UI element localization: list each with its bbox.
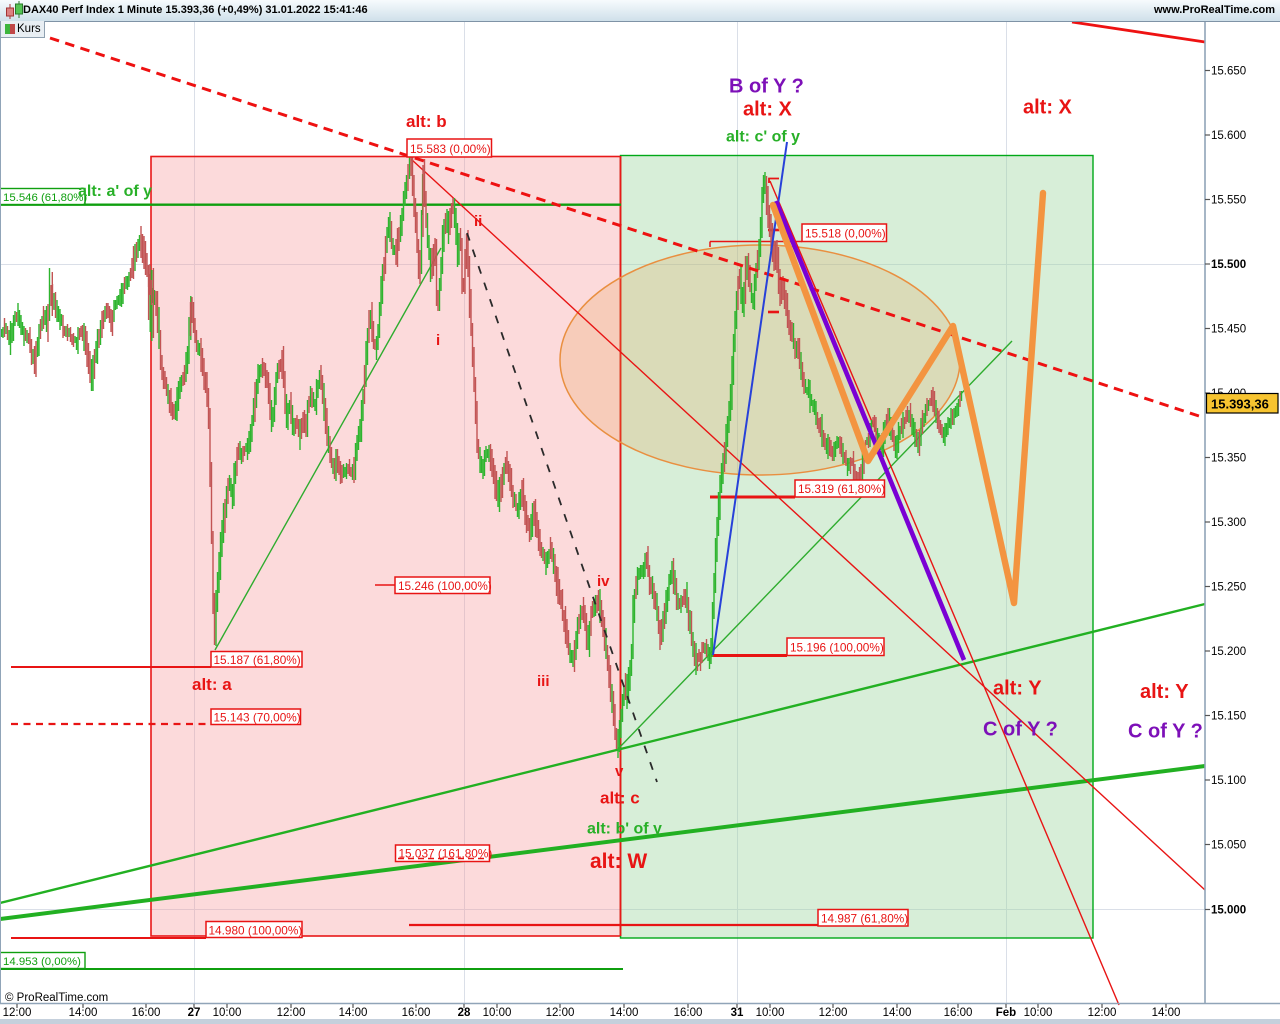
svg-text:15.550: 15.550 <box>1211 195 1246 207</box>
svg-text:iv: iv <box>597 573 610 590</box>
svg-text:14:00: 14:00 <box>1152 1007 1181 1019</box>
svg-text:15.300: 15.300 <box>1211 517 1246 529</box>
svg-text:15.600: 15.600 <box>1211 130 1246 142</box>
svg-text:14:00: 14:00 <box>610 1007 639 1019</box>
svg-text:alt: a: alt: a <box>192 675 232 694</box>
svg-text:15.143 (70,00%): 15.143 (70,00%) <box>214 711 301 725</box>
svg-text:10:00: 10:00 <box>756 1007 785 1019</box>
svg-text:iii: iii <box>537 673 550 690</box>
svg-text:alt: X: alt: X <box>743 99 793 121</box>
svg-text:alt: a' of y: alt: a' of y <box>78 183 152 200</box>
svg-text:15.050: 15.050 <box>1211 840 1246 852</box>
svg-text:15.650: 15.650 <box>1211 66 1246 78</box>
svg-text:14:00: 14:00 <box>883 1007 912 1019</box>
svg-text:15.583 (0,00%): 15.583 (0,00%) <box>410 142 491 156</box>
svg-text:alt: Y: alt: Y <box>993 678 1042 700</box>
svg-text:15.100: 15.100 <box>1211 775 1246 787</box>
svg-text:alt: Y: alt: Y <box>1140 681 1189 703</box>
svg-text:B of Y ?: B of Y ? <box>729 76 804 98</box>
svg-text:10:00: 10:00 <box>1024 1007 1053 1019</box>
svg-text:15.037 (161,80%): 15.037 (161,80%) <box>399 847 493 861</box>
svg-text:15.246 (100,00%): 15.246 (100,00%) <box>398 579 492 593</box>
svg-text:12:00: 12:00 <box>819 1007 848 1019</box>
svg-text:10:00: 10:00 <box>213 1007 242 1019</box>
svg-text:15.319 (61,80%): 15.319 (61,80%) <box>798 482 885 496</box>
svg-text:alt: b: alt: b <box>406 112 447 131</box>
svg-text:16:00: 16:00 <box>132 1007 161 1019</box>
svg-text:alt: c: alt: c <box>600 789 640 808</box>
svg-text:27: 27 <box>188 1007 201 1019</box>
svg-text:14.987 (61,80%): 14.987 (61,80%) <box>821 912 908 926</box>
svg-text:ii: ii <box>474 213 482 230</box>
svg-text:C of Y ?: C of Y ? <box>983 719 1058 741</box>
svg-text:15.546 (61,80%): 15.546 (61,80%) <box>3 192 87 204</box>
svg-text:15.500: 15.500 <box>1211 259 1246 271</box>
svg-text:C of Y ?: C of Y ? <box>1128 721 1203 743</box>
svg-text:i: i <box>436 332 440 349</box>
svg-text:15.450: 15.450 <box>1211 324 1246 336</box>
svg-text:14.980 (100,00%): 14.980 (100,00%) <box>209 923 303 937</box>
svg-text:15.393,36: 15.393,36 <box>1211 397 1269 412</box>
svg-text:v: v <box>615 763 624 780</box>
svg-text:alt: W: alt: W <box>590 850 647 873</box>
svg-text:16:00: 16:00 <box>944 1007 973 1019</box>
svg-text:15.150: 15.150 <box>1211 711 1246 723</box>
svg-text:15.250: 15.250 <box>1211 582 1246 594</box>
svg-text:15.350: 15.350 <box>1211 453 1246 465</box>
svg-text:14:00: 14:00 <box>339 1007 368 1019</box>
svg-text:14:00: 14:00 <box>69 1007 98 1019</box>
svg-text:alt: c' of y: alt: c' of y <box>726 129 800 146</box>
svg-text:12:00: 12:00 <box>546 1007 575 1019</box>
svg-text:Feb: Feb <box>996 1007 1016 1019</box>
svg-text:15.196 (100,00%): 15.196 (100,00%) <box>790 640 884 654</box>
svg-text:15.518 (0,00%): 15.518 (0,00%) <box>805 226 886 240</box>
svg-text:28: 28 <box>458 1007 471 1019</box>
svg-text:alt: X: alt: X <box>1023 97 1073 119</box>
svg-text:15.187 (61,80%): 15.187 (61,80%) <box>214 653 301 667</box>
svg-text:10:00: 10:00 <box>483 1007 512 1019</box>
svg-text:12:00: 12:00 <box>277 1007 306 1019</box>
svg-text:14.953 (0,00%): 14.953 (0,00%) <box>3 956 81 968</box>
svg-text:alt: b' of y: alt: b' of y <box>587 821 662 838</box>
svg-text:31: 31 <box>731 1007 744 1019</box>
svg-text:15.200: 15.200 <box>1211 646 1246 658</box>
svg-text:16:00: 16:00 <box>402 1007 431 1019</box>
svg-text:15.000: 15.000 <box>1211 905 1246 917</box>
svg-text:© ProRealTime.com: © ProRealTime.com <box>5 992 108 1004</box>
svg-text:12:00: 12:00 <box>3 1007 32 1019</box>
svg-text:12:00: 12:00 <box>1088 1007 1117 1019</box>
svg-text:16:00: 16:00 <box>674 1007 703 1019</box>
